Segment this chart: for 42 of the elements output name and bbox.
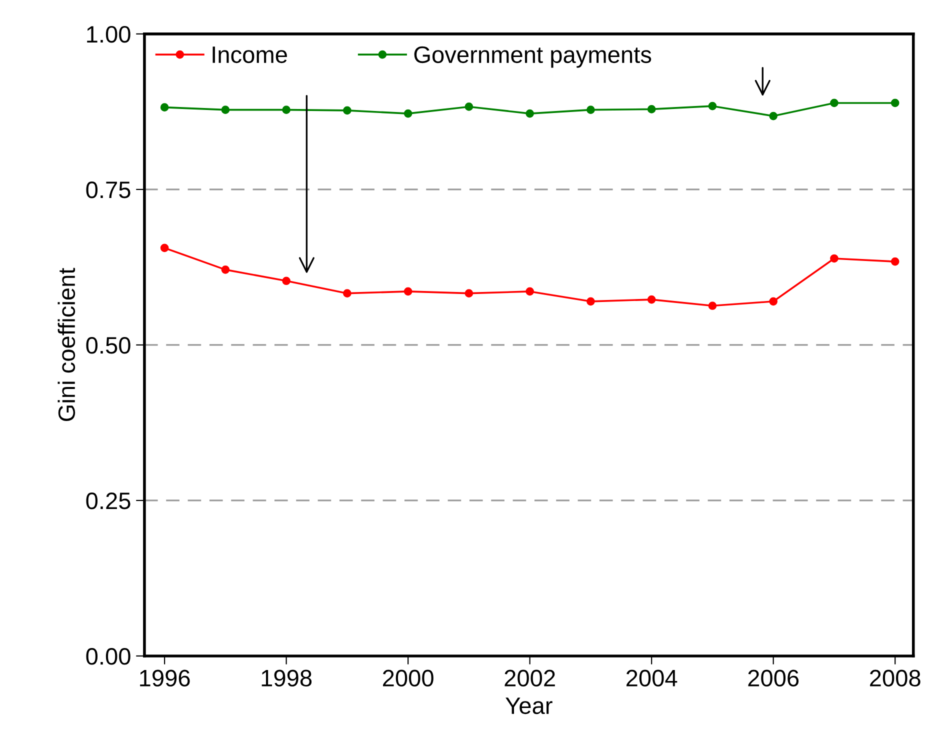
point bbox=[464, 289, 474, 298]
y-tick-label: 0.75 bbox=[86, 182, 130, 198]
point bbox=[221, 106, 230, 114]
point bbox=[890, 257, 900, 266]
point bbox=[160, 103, 169, 112]
point bbox=[404, 109, 412, 118]
x-tick-label: 2008 bbox=[870, 670, 920, 687]
point bbox=[830, 254, 838, 263]
x-tick-label: 1996 bbox=[140, 670, 190, 687]
point bbox=[343, 106, 352, 115]
legend-label: Income bbox=[212, 46, 287, 64]
x-tick-label: 2002 bbox=[504, 670, 555, 687]
legend-label: Government payments bbox=[414, 46, 652, 68]
point bbox=[586, 297, 595, 306]
point bbox=[769, 297, 778, 306]
y-tick-label: 1.00 bbox=[87, 26, 130, 43]
point bbox=[282, 276, 290, 286]
point bbox=[586, 106, 595, 114]
point bbox=[769, 112, 778, 120]
point bbox=[647, 295, 656, 304]
point bbox=[647, 105, 656, 114]
point bbox=[890, 98, 900, 108]
point bbox=[708, 102, 717, 110]
point bbox=[830, 98, 838, 108]
point bbox=[343, 289, 352, 298]
point bbox=[526, 109, 534, 118]
point bbox=[160, 244, 169, 252]
x-tick-label: 2006 bbox=[748, 670, 799, 687]
point bbox=[221, 266, 230, 274]
x-tick-label: 1998 bbox=[262, 670, 312, 687]
point bbox=[464, 102, 474, 111]
point bbox=[404, 287, 412, 296]
x-axis-title: Year bbox=[506, 698, 552, 714]
y-tick-label: 0.25 bbox=[86, 492, 130, 510]
x-tick-label: 2000 bbox=[382, 670, 434, 687]
point bbox=[282, 106, 290, 114]
point bbox=[708, 302, 717, 310]
x-tick-label: 2004 bbox=[626, 670, 678, 687]
point bbox=[526, 287, 534, 296]
y-axis-title: Gini coefficient bbox=[58, 268, 76, 421]
y-tick-label: 0.00 bbox=[86, 648, 130, 665]
y-tick-label: 0.50 bbox=[86, 337, 130, 354]
